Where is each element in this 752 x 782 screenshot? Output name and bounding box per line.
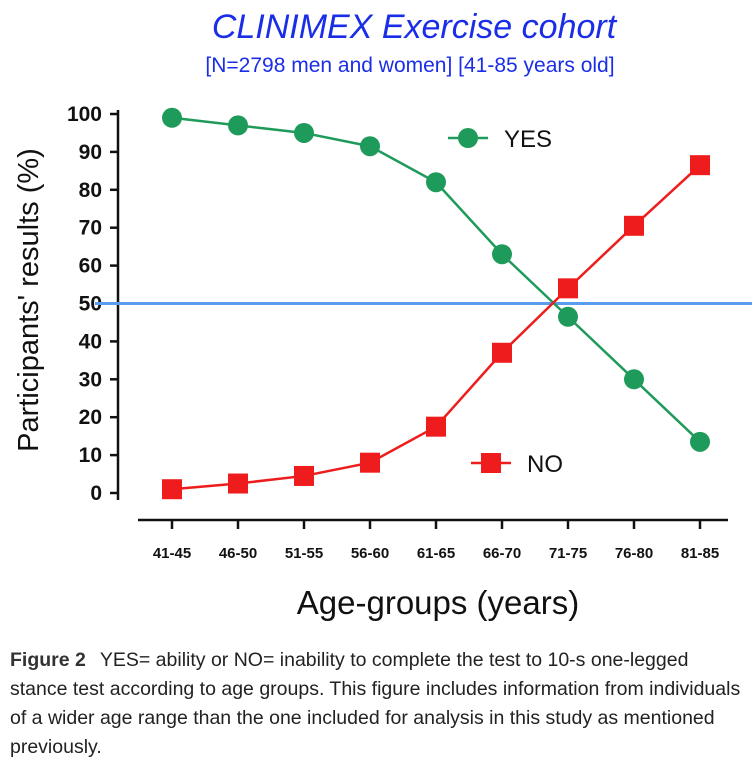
x-tick-label: 66-70 xyxy=(483,545,521,562)
chart-subtitle: [N=2798 men and women] [41-85 years old] xyxy=(205,54,614,77)
x-tick-label: 61-65 xyxy=(417,545,455,562)
data-point-no xyxy=(228,473,248,494)
legend-marker-no xyxy=(481,453,501,473)
data-point-yes xyxy=(558,306,578,327)
data-point-no xyxy=(360,452,380,473)
legend-marker-yes xyxy=(458,128,478,148)
y-tick-label: 50 xyxy=(79,293,102,316)
data-point-yes xyxy=(294,122,314,143)
y-tick-label: 20 xyxy=(79,406,102,429)
data-point-no xyxy=(492,342,512,363)
legend-label-no: NO xyxy=(527,451,563,478)
x-tick-label: 41-45 xyxy=(153,545,191,562)
y-tick-label: 40 xyxy=(79,330,102,353)
series-markers xyxy=(162,107,710,500)
data-point-no xyxy=(624,215,644,236)
y-tick-label: 10 xyxy=(79,444,102,467)
series-line-no xyxy=(171,164,701,491)
y-tick-label: 0 xyxy=(90,482,102,505)
data-point-no xyxy=(294,465,314,486)
data-point-yes xyxy=(492,244,512,265)
series-line-yes xyxy=(171,116,701,443)
data-point-yes xyxy=(624,369,644,390)
legend: YES NO xyxy=(448,126,563,478)
data-point-yes xyxy=(690,431,710,452)
y-tick-label: 60 xyxy=(79,255,102,278)
x-axis-label: Age-groups (years) xyxy=(297,584,579,621)
x-tick-label: 51-55 xyxy=(285,545,323,562)
data-point-no xyxy=(690,155,710,176)
y-tick-label: 100 xyxy=(67,103,102,126)
y-tick-label: 80 xyxy=(79,179,102,202)
y-axis-label: Participants' results (%) xyxy=(13,148,45,452)
legend-label-yes: YES xyxy=(504,126,552,153)
x-tick-label: 46-50 xyxy=(219,545,257,562)
data-point-yes xyxy=(426,172,446,193)
y-tick-label: 30 xyxy=(79,368,102,391)
y-tick-label: 90 xyxy=(79,141,102,164)
caption-text: YES= ability or NO= inability to complet… xyxy=(10,649,741,758)
figure-caption: Figure 2 YES= ability or NO= inability to… xyxy=(10,646,745,762)
x-tick-label: 81-85 xyxy=(681,545,719,562)
chart: CLINIMEX Exercise cohort [N=2798 men and… xyxy=(13,8,752,621)
data-point-yes xyxy=(162,107,182,128)
chart-title: CLINIMEX Exercise cohort xyxy=(212,8,618,46)
x-tick-label: 56-60 xyxy=(351,545,389,562)
data-point-no xyxy=(162,479,182,500)
x-axis: 41-45 46-50 51-55 56-60 61-65 66-70 71-75 76-80… xyxy=(138,518,728,562)
x-tick-label: 76-80 xyxy=(615,545,653,562)
figure-label: Figure 2 xyxy=(10,649,86,671)
data-point-no xyxy=(426,416,446,437)
data-point-no xyxy=(558,278,578,299)
y-axis: 0 10 20 30 40 50 60 70 80 90 100 xyxy=(67,103,120,505)
data-point-yes xyxy=(360,136,380,157)
x-tick-label: 71-75 xyxy=(549,545,587,562)
data-point-yes xyxy=(228,115,248,136)
y-tick-label: 70 xyxy=(79,217,102,240)
